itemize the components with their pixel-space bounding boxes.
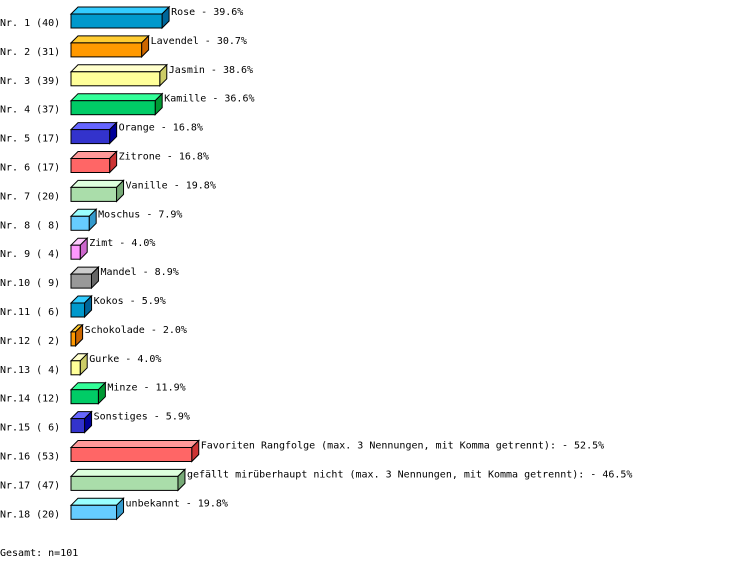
bar-label: Favoriten Rangfolge (max. 3 Nennungen, m… bbox=[201, 441, 604, 452]
bar bbox=[70, 100, 156, 116]
bar bbox=[70, 129, 111, 145]
bar-top bbox=[69, 93, 164, 102]
bar-label: Kokos - 5.9% bbox=[94, 296, 166, 307]
bar bbox=[70, 42, 143, 58]
bar bbox=[70, 504, 118, 520]
bar-top bbox=[69, 64, 168, 73]
row-label: Nr.12 ( 2) bbox=[0, 336, 60, 347]
row-label: Nr.13 ( 4) bbox=[0, 365, 60, 376]
bar-label: Moschus - 7.9% bbox=[98, 209, 182, 220]
bar bbox=[70, 447, 193, 462]
bar bbox=[70, 331, 77, 347]
bar bbox=[70, 273, 92, 289]
bar-top bbox=[69, 468, 187, 477]
bar bbox=[70, 186, 118, 202]
bar-top bbox=[69, 35, 150, 44]
bar-label: Gurke - 4.0% bbox=[89, 354, 161, 365]
bar bbox=[70, 360, 81, 376]
bar-label: Zitrone - 16.8% bbox=[119, 152, 209, 163]
bar bbox=[70, 13, 163, 29]
row-label: Nr. 1 (40) bbox=[0, 18, 60, 29]
bar-label: Schokolade - 2.0% bbox=[85, 325, 187, 336]
bar-label: Zimt - 4.0% bbox=[89, 238, 155, 249]
row-label: Nr.16 (53) bbox=[0, 452, 60, 463]
bar-top bbox=[69, 179, 125, 188]
bar-label: Vanille - 19.8% bbox=[126, 180, 216, 191]
row-label: Nr. 4 (37) bbox=[0, 105, 60, 116]
bar bbox=[70, 215, 90, 231]
row-label: Nr.15 ( 6) bbox=[0, 423, 60, 434]
row-label: Nr. 9 ( 4) bbox=[0, 249, 60, 260]
bar-top bbox=[69, 497, 125, 506]
bar-label: unbekannt - 19.8% bbox=[126, 498, 228, 509]
bar bbox=[70, 71, 161, 87]
row-label: Nr. 2 (31) bbox=[0, 47, 60, 58]
row-label: Nr.17 (47) bbox=[0, 480, 60, 491]
bar-top bbox=[69, 6, 171, 15]
bar-top bbox=[69, 440, 200, 448]
bar bbox=[70, 158, 111, 173]
bar-label: Minze - 11.9% bbox=[107, 383, 185, 394]
bar bbox=[70, 418, 86, 434]
bar-label: Sonstiges - 5.9% bbox=[94, 412, 190, 423]
total-count: Gesamt: n=101 bbox=[0, 548, 79, 559]
bar bbox=[70, 475, 179, 491]
bar-label: Kamille - 36.6% bbox=[164, 94, 254, 105]
bar bbox=[70, 302, 86, 318]
row-label: Nr. 5 (17) bbox=[0, 134, 60, 145]
bar bbox=[70, 389, 99, 405]
row-label: Nr.18 (20) bbox=[0, 509, 60, 520]
bar bbox=[70, 244, 81, 260]
row-label: Nr. 3 (39) bbox=[0, 76, 60, 87]
bar-label: gefällt mirüberhaupt nicht (max. 3 Nennu… bbox=[187, 469, 633, 480]
row-label: Nr.10 ( 9) bbox=[0, 278, 60, 289]
row-label: Nr. 7 (20) bbox=[0, 191, 60, 202]
bar-label: Mandel - 8.9% bbox=[100, 267, 178, 278]
row-label: Nr. 6 (17) bbox=[0, 163, 60, 174]
bar-label: Orange - 16.8% bbox=[119, 123, 203, 134]
row-label: Nr. 8 ( 8) bbox=[0, 220, 60, 231]
bar-top bbox=[69, 151, 118, 159]
row-label: Nr.14 (12) bbox=[0, 394, 60, 405]
bar-label: Lavendel - 30.7% bbox=[151, 36, 247, 47]
row-label: Nr.11 ( 6) bbox=[0, 307, 60, 318]
bar-top bbox=[69, 122, 118, 131]
bar-label: Jasmin - 38.6% bbox=[169, 65, 253, 76]
bar-label: Rose - 39.6% bbox=[171, 7, 243, 18]
